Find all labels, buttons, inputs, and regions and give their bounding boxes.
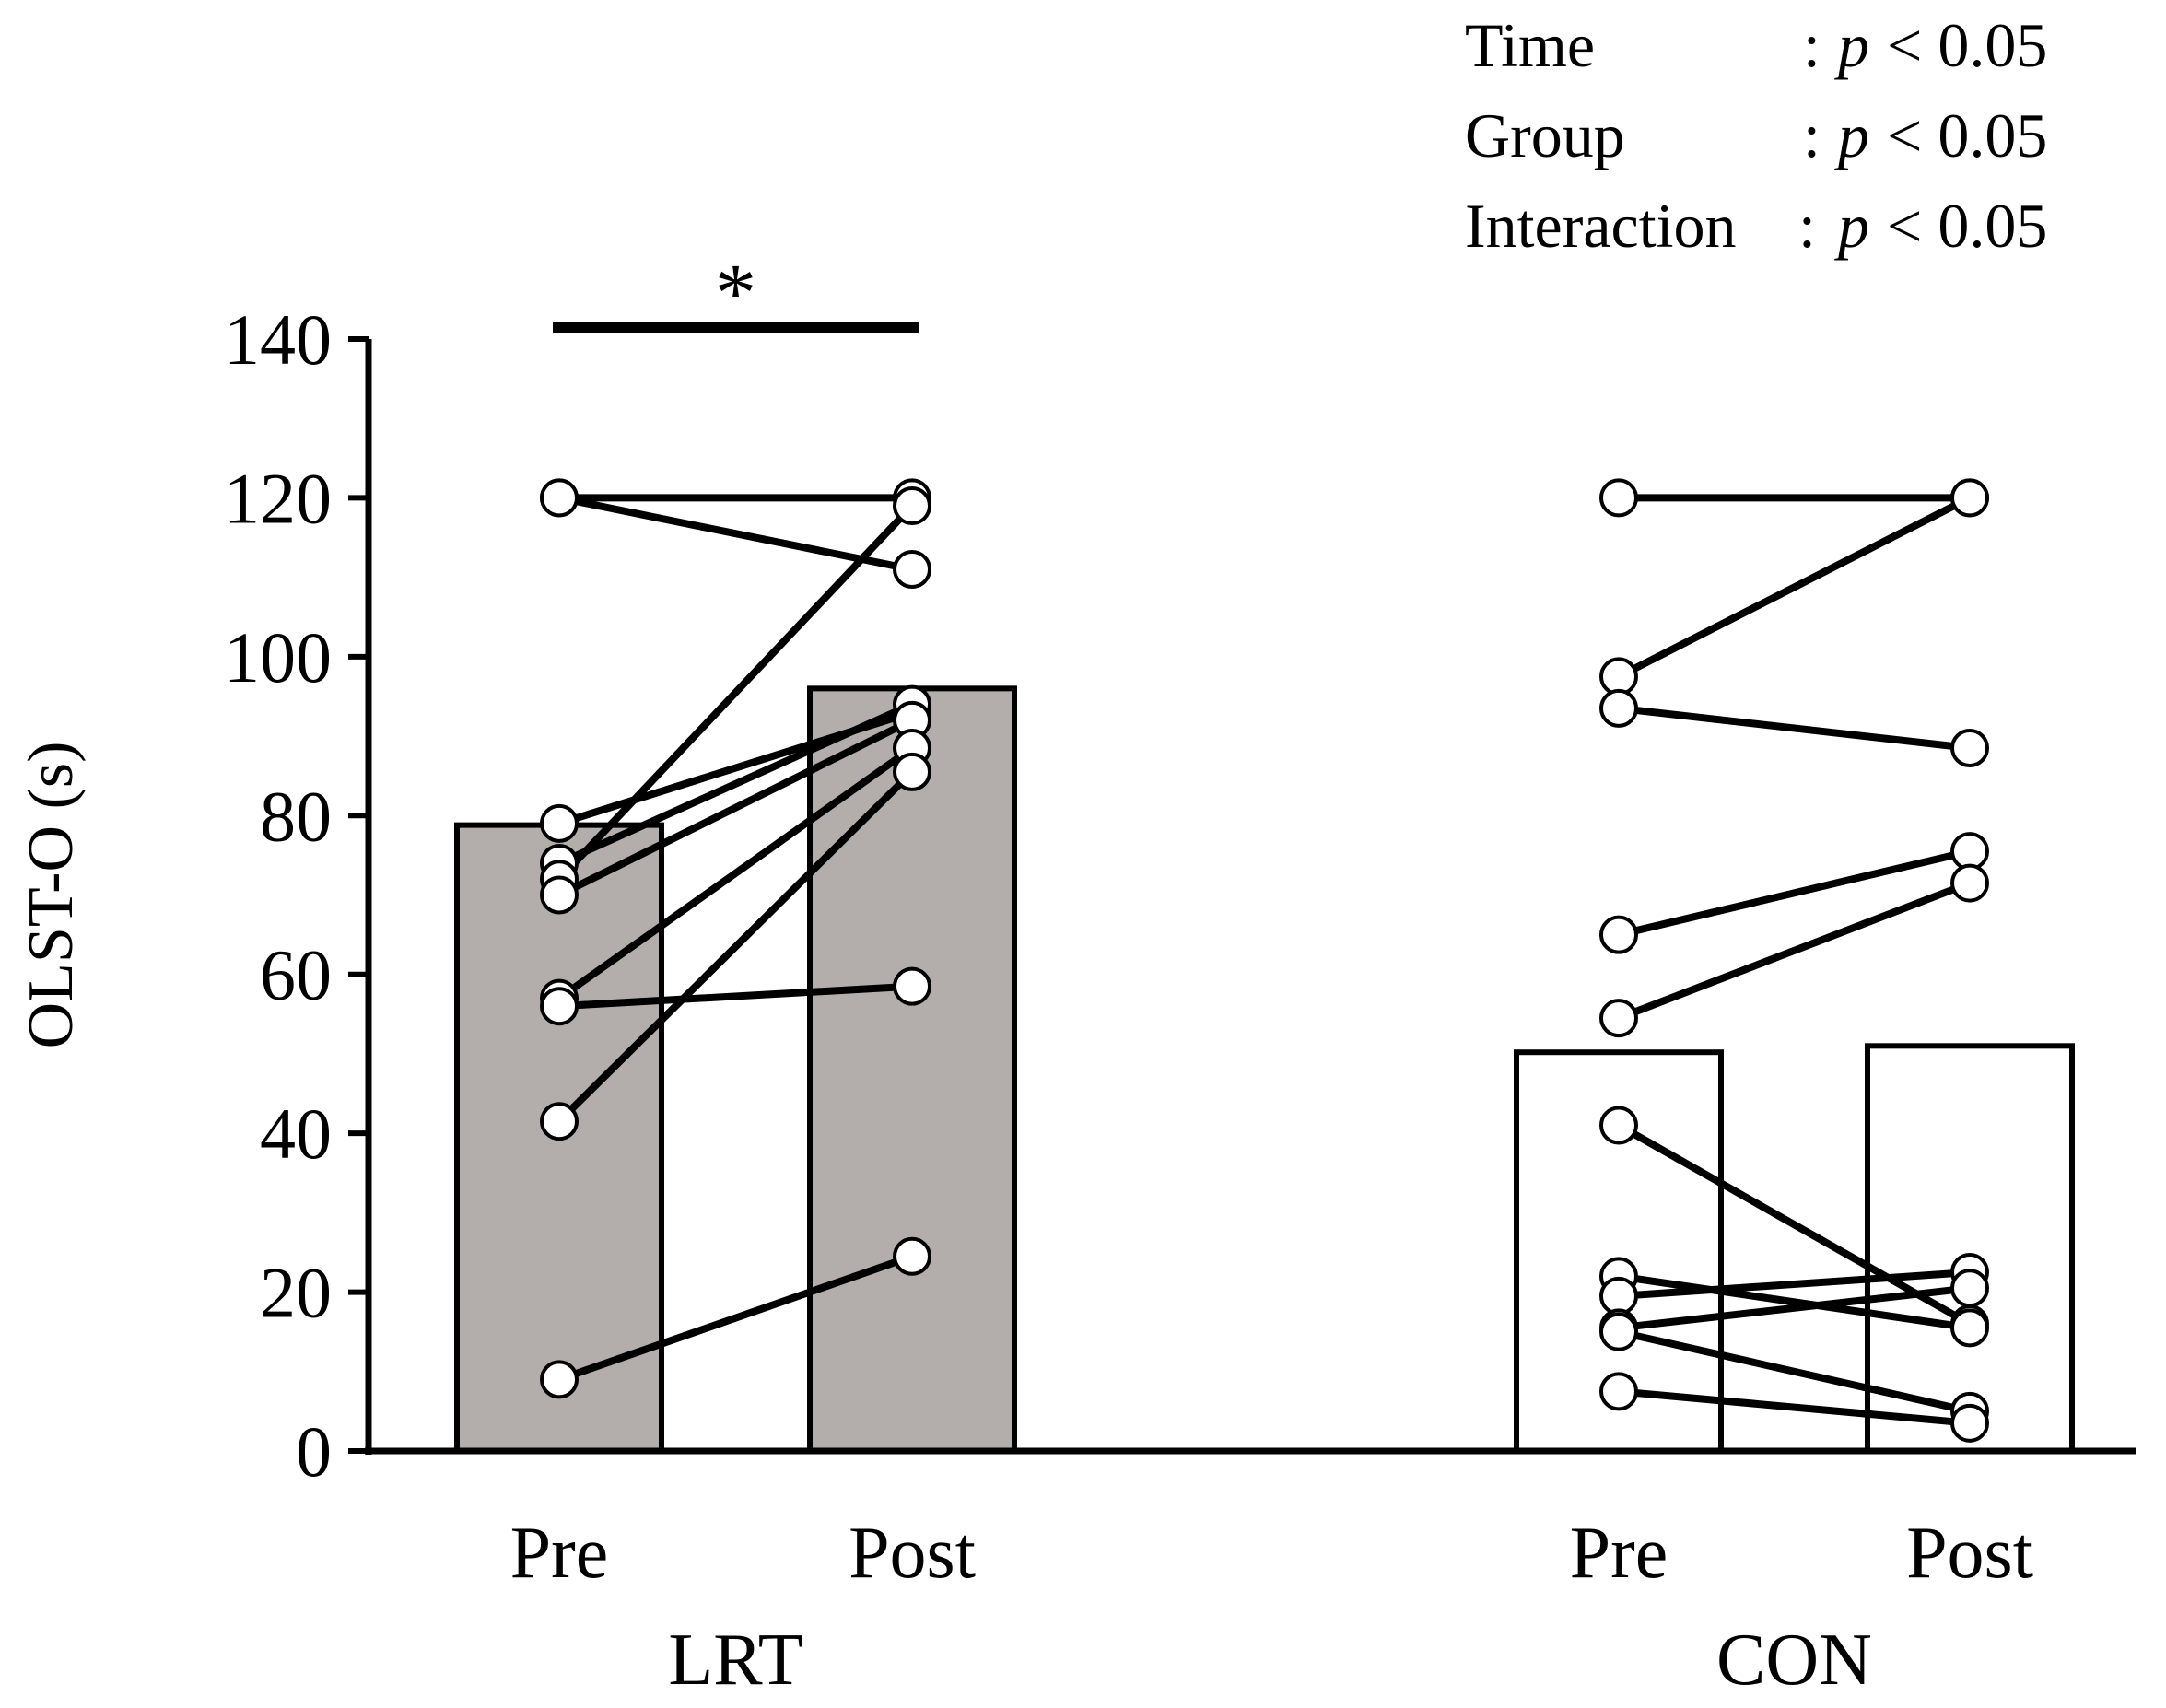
point-con-post-9 [1950, 1269, 1989, 1308]
point-con-post-2 [1950, 478, 1989, 518]
subject-points [540, 478, 1989, 1443]
point-con-pre-8 [1599, 1276, 1638, 1316]
point-lrt-post-9 [893, 752, 931, 791]
subject-line-lrt-9 [556, 769, 915, 1125]
group-label-con: CON [1716, 1620, 1872, 1701]
subject-line-con-11 [1618, 1387, 1971, 1427]
stat-p-time: p [1834, 10, 1869, 80]
subject-line-con-7 [1618, 1272, 1971, 1332]
point-lrt-pre-6 [540, 875, 579, 915]
stat-value-group: < 0.05 [1887, 100, 2047, 170]
y-tick-label-120: 120 [224, 458, 332, 538]
y-tick-label-100: 100 [224, 617, 332, 697]
point-lrt-pre-3 [540, 803, 579, 843]
y-axis-label: OLST-O (s) [16, 742, 87, 1049]
y-tick-label-80: 80 [260, 776, 332, 856]
x-tick-label-con-pre: Pre [1570, 1513, 1668, 1594]
point-con-pre-5 [1599, 999, 1638, 1038]
subject-line-lrt-8 [558, 982, 913, 1011]
point-lrt-pre-2 [540, 478, 579, 518]
point-lrt-post-5 [893, 486, 931, 526]
point-lrt-post-8 [893, 966, 931, 1006]
x-tick-label-lrt-pre: Pre [510, 1513, 609, 1594]
point-con-post-5 [1950, 863, 1989, 903]
point-lrt-pre-8 [540, 987, 579, 1026]
subject-line-lrt-7 [556, 744, 915, 1001]
y-tick-label-0: 0 [296, 1411, 332, 1492]
stat-label-group: Group [1465, 100, 1625, 170]
x-tick-label-lrt-post: Post [849, 1513, 976, 1594]
point-con-pre-11 [1599, 1372, 1638, 1411]
x-tick-label-con-post: Post [1906, 1513, 2033, 1594]
point-con-pre-4 [1599, 915, 1638, 954]
significance-marker: * [715, 248, 756, 339]
subject-line-lrt-2 [558, 494, 913, 573]
subject-line-con-2 [1617, 494, 1972, 680]
y-tick-label-40: 40 [260, 1094, 332, 1174]
stat-sep-interaction: : [1798, 191, 1816, 261]
subject-line-con-4 [1618, 848, 1971, 939]
bar-lrt-post [807, 685, 1017, 1454]
subject-line-con-5 [1617, 879, 1972, 1022]
point-con-pre-6 [1599, 1106, 1638, 1145]
subject-line-con-9 [1618, 1284, 1971, 1332]
point-lrt-pre-9 [540, 1102, 579, 1141]
stat-value-interaction: < 0.05 [1887, 191, 2047, 261]
point-con-post-4 [1950, 832, 1989, 872]
subject-line-con-10 [1618, 1328, 1971, 1415]
stat-value-time: < 0.05 [1887, 10, 2047, 80]
subject-lines [556, 494, 1972, 1427]
subject-line-lrt-6 [557, 717, 914, 899]
stat-p-interaction: p [1834, 191, 1869, 261]
labels: Pre Post LRT Pre Post CON 0 20 40 60 80 100 120 140 OL… [16, 10, 2047, 1701]
point-con-post-11 [1950, 1403, 1989, 1443]
group-label-lrt: LRT [668, 1620, 802, 1701]
axes [348, 322, 2136, 1455]
subject-line-lrt-4 [557, 700, 914, 867]
y-tick-label-140: 140 [224, 299, 332, 380]
point-lrt-post-10 [893, 1236, 931, 1276]
subject-line-con-3 [1618, 704, 1971, 752]
point-con-post-3 [1950, 729, 1989, 768]
point-con-pre-2 [1599, 657, 1638, 696]
y-tick-label-20: 20 [260, 1253, 332, 1333]
point-con-post-7 [1950, 1308, 1989, 1348]
y-tick-label-60: 60 [260, 935, 332, 1015]
point-con-pre-1 [1599, 478, 1638, 518]
point-lrt-post-2 [893, 550, 931, 590]
subject-line-lrt-5 [556, 503, 915, 883]
point-con-pre-10 [1599, 1312, 1638, 1351]
subject-line-lrt-10 [557, 1252, 914, 1384]
stat-label-time: Time [1465, 10, 1595, 80]
subject-line-con-6 [1617, 1122, 1972, 1328]
stat-sep-group: : [1803, 100, 1821, 170]
point-lrt-pre-10 [540, 1360, 579, 1399]
stat-p-group: p [1834, 100, 1869, 170]
point-con-pre-3 [1599, 688, 1638, 728]
stat-sep-time: : [1803, 10, 1821, 80]
bar-con-post [1865, 1043, 2075, 1454]
subject-line-con-8 [1618, 1269, 1971, 1300]
stat-label-interaction: Interaction [1465, 191, 1737, 261]
bars [454, 685, 2075, 1455]
